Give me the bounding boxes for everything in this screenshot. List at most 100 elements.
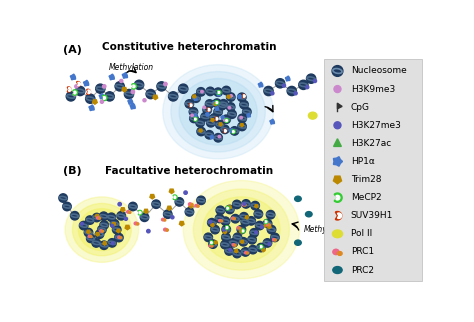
Polygon shape [228, 206, 231, 209]
Ellipse shape [337, 251, 342, 255]
Circle shape [249, 245, 257, 254]
Ellipse shape [78, 209, 126, 251]
Polygon shape [206, 112, 209, 116]
Circle shape [100, 241, 108, 250]
Wedge shape [174, 196, 176, 198]
Ellipse shape [127, 211, 130, 213]
Wedge shape [264, 220, 268, 224]
Ellipse shape [273, 239, 275, 241]
Circle shape [196, 118, 204, 127]
Circle shape [208, 218, 216, 227]
Circle shape [169, 92, 178, 101]
Ellipse shape [100, 230, 102, 232]
Wedge shape [173, 195, 177, 200]
Circle shape [102, 85, 106, 88]
Circle shape [185, 99, 193, 108]
Circle shape [242, 200, 250, 208]
Circle shape [184, 191, 187, 194]
Polygon shape [262, 249, 265, 252]
Circle shape [120, 80, 123, 82]
Circle shape [233, 200, 241, 209]
Wedge shape [190, 103, 192, 107]
Text: Constitutive heterochromatin: Constitutive heterochromatin [102, 43, 277, 52]
Circle shape [197, 88, 205, 96]
Ellipse shape [179, 79, 257, 145]
Circle shape [243, 203, 246, 205]
Polygon shape [230, 128, 233, 133]
Circle shape [205, 100, 214, 108]
Circle shape [100, 100, 103, 103]
Wedge shape [218, 90, 221, 94]
Circle shape [238, 122, 246, 131]
Polygon shape [240, 240, 244, 243]
Wedge shape [260, 245, 263, 249]
Wedge shape [243, 95, 245, 97]
Ellipse shape [220, 220, 223, 222]
Wedge shape [227, 207, 228, 209]
Circle shape [118, 203, 121, 206]
Circle shape [201, 90, 203, 93]
Circle shape [283, 84, 285, 87]
Polygon shape [210, 135, 213, 139]
Polygon shape [337, 103, 342, 109]
Circle shape [240, 213, 248, 221]
Wedge shape [224, 129, 227, 133]
Polygon shape [221, 116, 225, 119]
Wedge shape [133, 85, 135, 88]
Wedge shape [216, 102, 218, 104]
Polygon shape [128, 99, 133, 104]
Circle shape [117, 212, 126, 220]
Circle shape [224, 119, 226, 121]
Polygon shape [270, 119, 274, 124]
Circle shape [226, 205, 234, 214]
Polygon shape [223, 231, 227, 234]
Circle shape [221, 217, 230, 225]
Circle shape [201, 113, 210, 121]
Circle shape [227, 103, 235, 111]
Ellipse shape [333, 249, 339, 255]
Circle shape [221, 241, 229, 249]
Circle shape [191, 94, 200, 102]
Ellipse shape [274, 239, 276, 241]
Circle shape [86, 234, 95, 243]
Circle shape [75, 86, 85, 96]
Circle shape [230, 95, 232, 97]
Circle shape [240, 116, 242, 119]
Circle shape [214, 134, 222, 142]
Ellipse shape [118, 236, 120, 238]
Circle shape [222, 233, 230, 242]
Wedge shape [232, 130, 235, 134]
Circle shape [213, 99, 221, 107]
Polygon shape [212, 101, 216, 105]
Wedge shape [336, 195, 340, 200]
Circle shape [66, 92, 75, 101]
Circle shape [111, 242, 114, 245]
Polygon shape [112, 223, 116, 226]
Text: MeCP2: MeCP2 [351, 193, 381, 202]
Circle shape [254, 210, 263, 218]
Ellipse shape [195, 204, 198, 207]
Circle shape [271, 92, 274, 95]
Circle shape [175, 198, 183, 206]
Circle shape [255, 231, 257, 234]
Ellipse shape [232, 244, 235, 246]
Polygon shape [247, 113, 250, 117]
Polygon shape [153, 95, 158, 99]
Wedge shape [194, 117, 197, 121]
Circle shape [140, 213, 149, 222]
Polygon shape [199, 129, 202, 132]
Ellipse shape [191, 204, 193, 206]
Text: H3K9me3: H3K9me3 [351, 85, 395, 94]
Wedge shape [226, 119, 228, 121]
Circle shape [111, 224, 114, 227]
Text: CpG: CpG [351, 103, 370, 112]
Circle shape [264, 86, 273, 96]
Wedge shape [334, 193, 342, 202]
Ellipse shape [246, 252, 248, 254]
Circle shape [287, 86, 296, 96]
Polygon shape [217, 92, 220, 96]
Circle shape [216, 206, 225, 214]
Polygon shape [109, 74, 114, 80]
Wedge shape [215, 117, 218, 121]
Polygon shape [235, 250, 238, 253]
